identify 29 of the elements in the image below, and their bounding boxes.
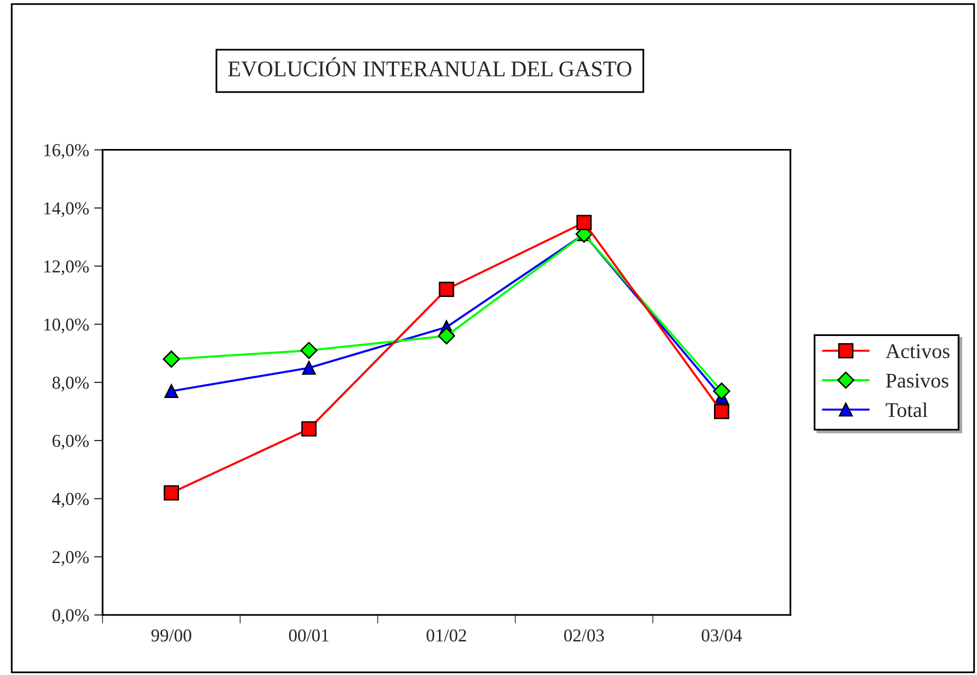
point <box>438 282 454 298</box>
y-tick-label: 16,0% <box>44 144 89 159</box>
legend-label: Activos <box>886 344 950 358</box>
legend-label: Total <box>886 402 928 418</box>
y-tick-label: 0,0% <box>52 609 89 624</box>
y-tick-label: 6,0% <box>52 434 89 450</box>
y-tick-label: 12,0% <box>44 260 89 276</box>
x-tick-label: 02/03 <box>564 629 604 642</box>
point <box>300 342 318 359</box>
x-tick-label: 00/01 <box>289 629 328 642</box>
point <box>164 384 178 398</box>
legend-label: Pasivos <box>886 374 948 388</box>
y-tick-label: 8,0% <box>52 376 89 392</box>
point <box>164 485 180 500</box>
point <box>301 421 317 437</box>
x-tick-label: 03/04 <box>702 629 742 642</box>
y-tick-label: 14,0% <box>44 202 89 218</box>
chart-title: EVOLUCIÓN INTERANUAL DEL GASTO <box>228 57 632 77</box>
y-tick-label: 2,0% <box>52 551 89 566</box>
point <box>162 350 180 368</box>
point <box>714 404 730 420</box>
point <box>713 382 730 400</box>
point <box>438 327 456 344</box>
x-tick-label: 99/00 <box>151 629 192 642</box>
point <box>302 360 316 375</box>
y-tick-label: 10,0% <box>44 318 89 334</box>
y-tick-label: 4,0% <box>52 492 89 508</box>
x-tick-label: 01/02 <box>426 629 466 642</box>
point <box>576 214 592 230</box>
